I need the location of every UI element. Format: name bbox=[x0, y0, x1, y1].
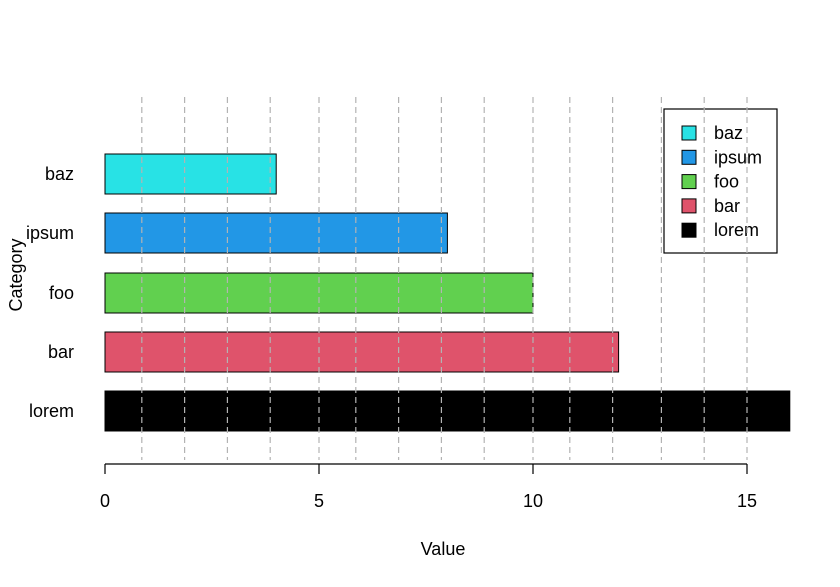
category-label-foo: foo bbox=[49, 283, 74, 303]
x-tick-label-1: 5 bbox=[314, 491, 324, 511]
legend-label-bar: bar bbox=[714, 196, 740, 216]
legend-label-lorem: lorem bbox=[714, 220, 759, 240]
gridlines bbox=[141, 97, 748, 460]
y-axis-title: Category bbox=[6, 238, 26, 311]
category-label-bar: bar bbox=[48, 342, 74, 362]
bar-lorem bbox=[104, 390, 791, 432]
bar-baz bbox=[104, 153, 277, 195]
legend-swatch-lorem bbox=[681, 222, 697, 238]
x-axis-title: Value bbox=[421, 539, 466, 559]
x-tick-label-2: 10 bbox=[523, 491, 543, 511]
bar-ipsum bbox=[104, 212, 448, 254]
category-label-lorem: lorem bbox=[29, 401, 74, 421]
legend-swatch-bar bbox=[681, 198, 697, 214]
x-tick-label-0: 0 bbox=[100, 491, 110, 511]
category-label-ipsum: ipsum bbox=[26, 223, 74, 243]
legend-label-baz: baz bbox=[714, 123, 743, 143]
legend-swatch-baz bbox=[681, 125, 697, 141]
x-tick-label-3: 15 bbox=[737, 491, 757, 511]
category-label-baz: baz bbox=[45, 164, 74, 184]
legend-swatch-ipsum bbox=[681, 149, 697, 165]
bar-bar bbox=[104, 331, 620, 373]
category-labels: lorem bar foo ipsum baz bbox=[26, 164, 74, 421]
legend-swatch-foo bbox=[681, 174, 697, 190]
legend-label-ipsum: ipsum bbox=[714, 147, 762, 167]
x-axis: 0 5 10 15 bbox=[100, 463, 757, 511]
legend: baz ipsum foo bar lorem bbox=[663, 108, 778, 254]
legend-label-foo: foo bbox=[714, 172, 739, 192]
